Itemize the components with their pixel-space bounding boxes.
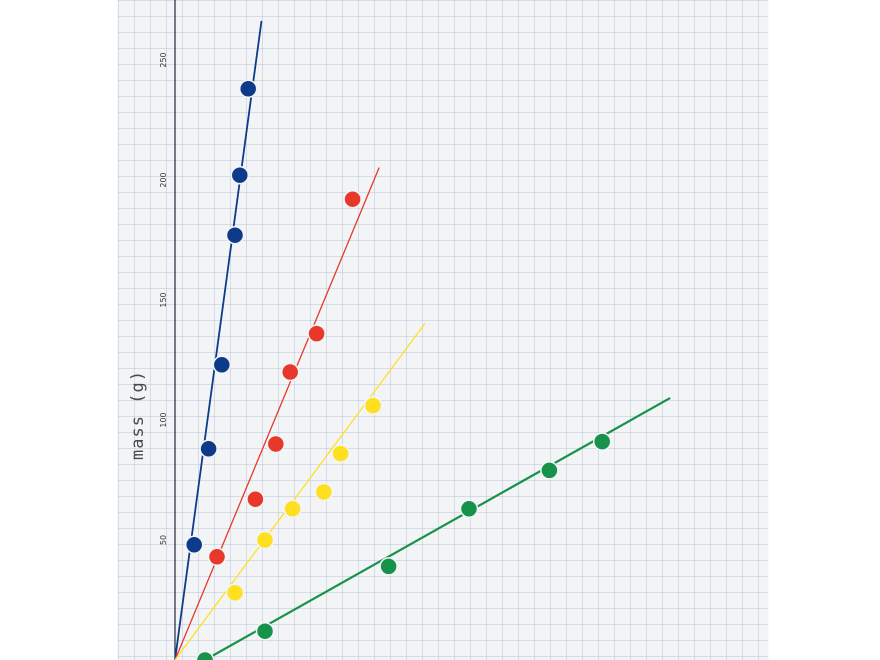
- data-point: [199, 439, 218, 459]
- y-axis-label: mass (g): [128, 370, 148, 460]
- data-point: [195, 650, 215, 660]
- data-point: [238, 79, 258, 99]
- graph-paper: [118, 0, 768, 660]
- y-tick-label: 150: [159, 292, 168, 307]
- series-layer: [174, 20, 671, 660]
- data-point: [592, 432, 612, 451]
- data-point: [379, 557, 398, 576]
- series-1: [174, 20, 263, 660]
- series-2: [174, 167, 380, 660]
- data-point: [331, 444, 350, 463]
- data-point: [314, 482, 334, 502]
- fit-line: [174, 323, 426, 660]
- data-point: [540, 461, 559, 480]
- y-tick-label: 50: [159, 535, 168, 545]
- series-3: [174, 323, 426, 660]
- y-tick-labels: 50 100 150 200 250: [159, 52, 168, 545]
- data-point: [246, 489, 265, 509]
- data-point: [255, 530, 275, 550]
- fit-line: [174, 20, 263, 660]
- data-point: [207, 547, 227, 567]
- data-point: [230, 165, 250, 185]
- fit-line: [203, 397, 671, 660]
- data-point: [283, 499, 302, 519]
- y-tick-label: 100: [159, 412, 168, 427]
- data-point: [363, 396, 383, 415]
- data-point: [212, 355, 232, 375]
- data-point: [280, 362, 300, 382]
- data-point: [225, 583, 245, 603]
- y-tick-label: 200: [159, 172, 168, 187]
- data-point: [343, 189, 362, 209]
- data-point: [184, 535, 204, 555]
- series-4: [195, 397, 671, 660]
- data-point: [266, 434, 286, 454]
- y-tick-label: 250: [159, 52, 168, 67]
- fit-line: [174, 167, 380, 660]
- data-point: [225, 225, 245, 245]
- data-point: [255, 621, 275, 641]
- data-point: [459, 499, 479, 519]
- data-point: [307, 324, 326, 343]
